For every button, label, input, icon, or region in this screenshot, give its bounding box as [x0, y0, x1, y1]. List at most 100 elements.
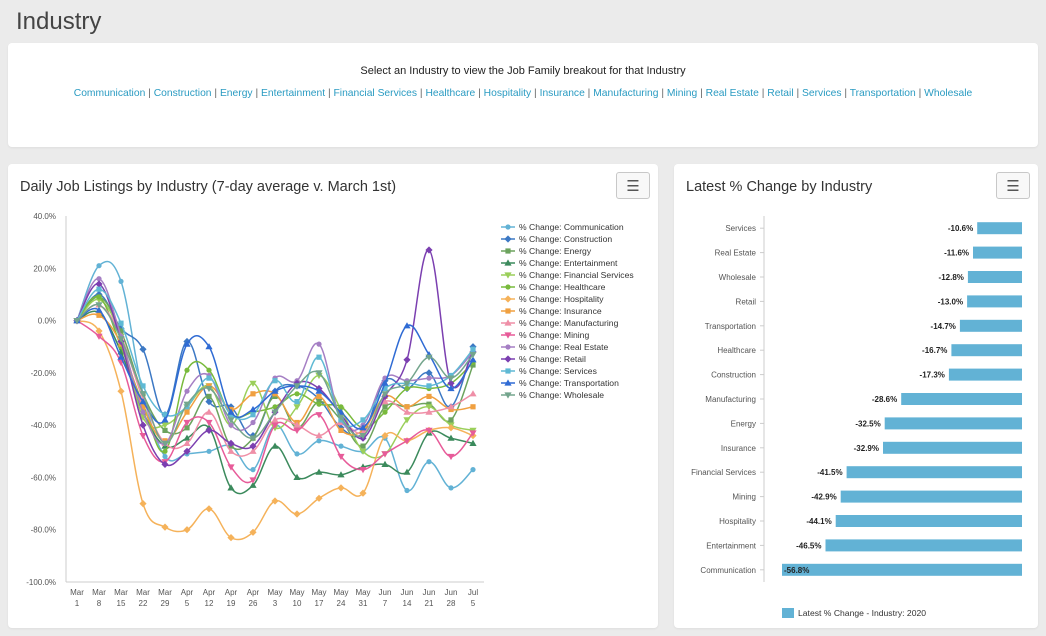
legend-marker: [504, 235, 512, 243]
data-point: [250, 391, 256, 397]
daily-job-listings-card: Daily Job Listings by Industry (7-day av…: [8, 164, 658, 628]
industry-link-insurance[interactable]: Insurance: [539, 88, 585, 99]
data-point: [382, 409, 388, 415]
data-point: [359, 424, 367, 431]
data-point: [337, 484, 345, 492]
category-label: Mining: [732, 493, 756, 502]
bar-entertainment: [825, 539, 1022, 552]
data-point: [294, 391, 300, 397]
data-point: [316, 401, 322, 407]
legend-marker: [505, 368, 511, 374]
bar-value-label: -44.1%: [806, 517, 831, 526]
data-point: [271, 497, 279, 505]
data-point: [447, 453, 455, 461]
data-point: [271, 442, 279, 449]
data-point: [426, 393, 432, 399]
industry-link-communication[interactable]: Communication: [73, 88, 146, 99]
hamburger-icon: ☰: [1006, 177, 1020, 195]
data-point: [184, 388, 190, 394]
category-label: Transportation: [705, 322, 756, 331]
industry-link-financial-services[interactable]: Financial Services: [333, 88, 418, 99]
industry-link-wholesale[interactable]: Wholesale: [924, 88, 973, 99]
data-point: [469, 430, 477, 437]
x-tick-day: 8: [97, 599, 102, 608]
x-tick-day: 31: [359, 599, 368, 608]
x-tick-day: 26: [249, 599, 258, 608]
industry-link-healthcare[interactable]: Healthcare: [425, 88, 476, 99]
bar-chart-menu-button[interactable]: ☰: [996, 172, 1030, 199]
data-point: [205, 426, 213, 434]
x-tick-month: Apr: [203, 588, 216, 597]
x-tick-month: May: [311, 588, 326, 597]
data-point: [139, 345, 147, 353]
legend-label: % Change: Transportation: [519, 378, 619, 388]
data-point: [337, 414, 345, 421]
industry-link-energy[interactable]: Energy: [219, 88, 253, 99]
data-point: [118, 278, 124, 284]
industry-link-entertainment[interactable]: Entertainment: [260, 88, 326, 99]
data-point: [338, 427, 344, 433]
industry-link-transportation[interactable]: Transportation: [849, 88, 916, 99]
bar-real-estate: [973, 246, 1022, 259]
bar-value-label: -41.5%: [817, 468, 842, 477]
data-point: [316, 438, 322, 444]
x-tick-month: Mar: [70, 588, 84, 597]
page-title: Industry: [16, 8, 102, 35]
line-chart-menu-button[interactable]: ☰: [616, 172, 650, 199]
legend-label: Latest % Change - Industry: 2020: [798, 608, 926, 618]
data-point: [183, 439, 191, 446]
link-separator: |: [584, 88, 594, 99]
data-point: [337, 453, 345, 461]
x-tick-month: Mar: [136, 588, 150, 597]
industry-link-manufacturing[interactable]: Manufacturing: [593, 88, 659, 99]
data-point: [140, 409, 146, 415]
data-point: [338, 443, 344, 449]
category-label: Manufacturing: [705, 395, 756, 404]
data-point: [360, 417, 366, 423]
x-tick-day: 28: [447, 599, 456, 608]
data-point: [272, 404, 278, 410]
x-tick-month: May: [333, 588, 348, 597]
x-tick-day: 3: [273, 599, 278, 608]
bar-value-label: -46.5%: [796, 541, 821, 550]
data-point: [162, 448, 168, 454]
data-point: [404, 487, 410, 494]
industry-link-list: Communication | Construction | Energy | …: [8, 88, 1038, 99]
data-point: [447, 403, 455, 410]
data-point: [359, 489, 367, 497]
industry-link-construction[interactable]: Construction: [153, 88, 212, 99]
data-point: [403, 322, 411, 329]
category-label: Wholesale: [719, 273, 757, 282]
data-point: [205, 385, 213, 393]
industry-link-retail[interactable]: Retail: [767, 88, 794, 99]
data-point: [206, 375, 212, 381]
legend-marker: [504, 379, 512, 386]
link-separator: |: [531, 88, 540, 99]
bar-transportation: [959, 319, 1022, 332]
x-tick-day: 10: [293, 599, 302, 608]
industry-selector-card: Select an Industry to view the Job Famil…: [8, 43, 1038, 147]
data-point: [293, 510, 301, 518]
legend-label: % Change: Healthcare: [519, 282, 606, 292]
data-point: [470, 346, 476, 352]
industry-link-services[interactable]: Services: [802, 88, 842, 99]
data-point: [381, 432, 389, 440]
series-entertainment: [73, 309, 477, 495]
industry-link-real-estate[interactable]: Real Estate: [705, 88, 759, 99]
link-separator: |: [915, 88, 925, 99]
data-point: [117, 387, 125, 395]
data-point: [117, 336, 125, 343]
industry-link-hospitality[interactable]: Hospitality: [483, 88, 532, 99]
x-tick-month: May: [355, 588, 370, 597]
category-label: Services: [725, 224, 756, 233]
data-point: [162, 427, 168, 433]
bar-communication: [782, 563, 1022, 576]
data-point: [315, 387, 323, 394]
x-tick-month: Jul: [468, 588, 478, 597]
bar-wholesale: [967, 271, 1022, 283]
category-label: Hospitality: [719, 517, 756, 526]
industry-link-mining[interactable]: Mining: [666, 88, 698, 99]
legend-marker: [504, 355, 512, 363]
data-point: [206, 393, 212, 399]
legend-marker: [504, 319, 512, 326]
